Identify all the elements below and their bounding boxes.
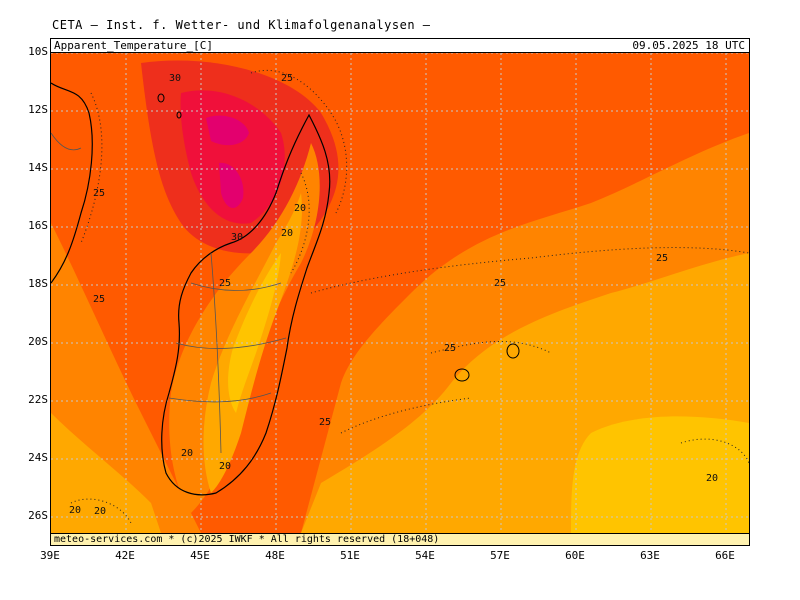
contour-lines — [70, 69, 749, 524]
field-veryhot-core2 — [219, 162, 244, 209]
copyright-text: meteo-services.com * (c)2025 IWKF * All … — [54, 534, 440, 545]
x-tick-label: 60E — [565, 549, 585, 562]
field-coolest-se — [571, 416, 749, 533]
contour-label: 25 — [93, 294, 105, 305]
island-reunion — [506, 343, 520, 359]
x-tick-label: 54E — [415, 549, 435, 562]
x-tick-label: 63E — [640, 549, 660, 562]
island-comoros-1 — [157, 93, 165, 103]
y-tick-label: 26S — [28, 509, 48, 522]
contour-label: 25 — [93, 188, 105, 199]
variable-label: Apparent_Temperature_[C] — [54, 39, 213, 52]
valid-time: 09.05.2025 18 UTC — [632, 39, 745, 52]
contour-label: 25 — [319, 417, 331, 428]
y-tick-label: 24S — [28, 451, 48, 464]
y-tick-label: 16S — [28, 219, 48, 232]
contour-label: 20 — [69, 505, 81, 516]
contour-label: 30 — [231, 232, 243, 243]
field-veryhot-core1 — [206, 115, 249, 146]
contour-label: 25 — [444, 343, 456, 354]
y-tick-label: 22S — [28, 393, 48, 406]
contour-label: 25 — [656, 253, 668, 264]
plot-info-bar: Apparent_Temperature_[C] 09.05.2025 18 U… — [50, 38, 750, 53]
field-cool-sw — [51, 413, 161, 533]
x-tick-label: 66E — [715, 549, 735, 562]
contour-label: 20 — [219, 461, 231, 472]
region-boundaries — [168, 252, 287, 454]
contour-label: 25 — [494, 278, 506, 289]
x-tick-label: 48E — [265, 549, 285, 562]
contour-label: 25 — [219, 278, 231, 289]
island-mauritius — [454, 368, 470, 382]
x-tick-label: 51E — [340, 549, 360, 562]
contour-label-group: 30 25 25 20 20 30 25 25 25 25 25 25 20 2… — [69, 73, 718, 517]
contour-label: 20 — [281, 228, 293, 239]
y-tick-label: 12S — [28, 103, 48, 116]
x-tick-label: 45E — [190, 549, 210, 562]
contour-label: 20 — [706, 473, 718, 484]
contour-label: 25 — [281, 73, 293, 84]
map-area: 30 25 25 20 20 30 25 25 25 25 25 25 20 2… — [51, 53, 749, 533]
temperature-map: 30 25 25 20 20 30 25 25 25 25 25 25 20 2… — [51, 53, 749, 533]
app-title: CETA — Inst. f. Wetter- und Klimafolgena… — [52, 18, 431, 32]
field-veryhot-outer — [180, 90, 285, 224]
x-tick-label: 42E — [115, 549, 135, 562]
contour-label: 30 — [169, 73, 181, 84]
africa-border — [51, 132, 82, 151]
y-tick-label: 20S — [28, 335, 48, 348]
copyright-bar: meteo-services.com * (c)2025 IWKF * All … — [50, 533, 750, 546]
x-tick-label: 39E — [40, 549, 60, 562]
madagascar-coastline — [161, 113, 331, 496]
contour-label: 20 — [294, 203, 306, 214]
y-tick-label: 14S — [28, 161, 48, 174]
africa-coastline — [51, 82, 93, 284]
x-tick-label: 57E — [490, 549, 510, 562]
y-tick-label: 18S — [28, 277, 48, 290]
field-madagascar-coolest — [228, 253, 281, 413]
contour-label: 20 — [94, 506, 106, 517]
lat-lon-grid — [51, 53, 749, 533]
y-tick-label: 10S — [28, 45, 48, 58]
island-comoros-2 — [176, 111, 182, 119]
contour-label: 20 — [181, 448, 193, 459]
